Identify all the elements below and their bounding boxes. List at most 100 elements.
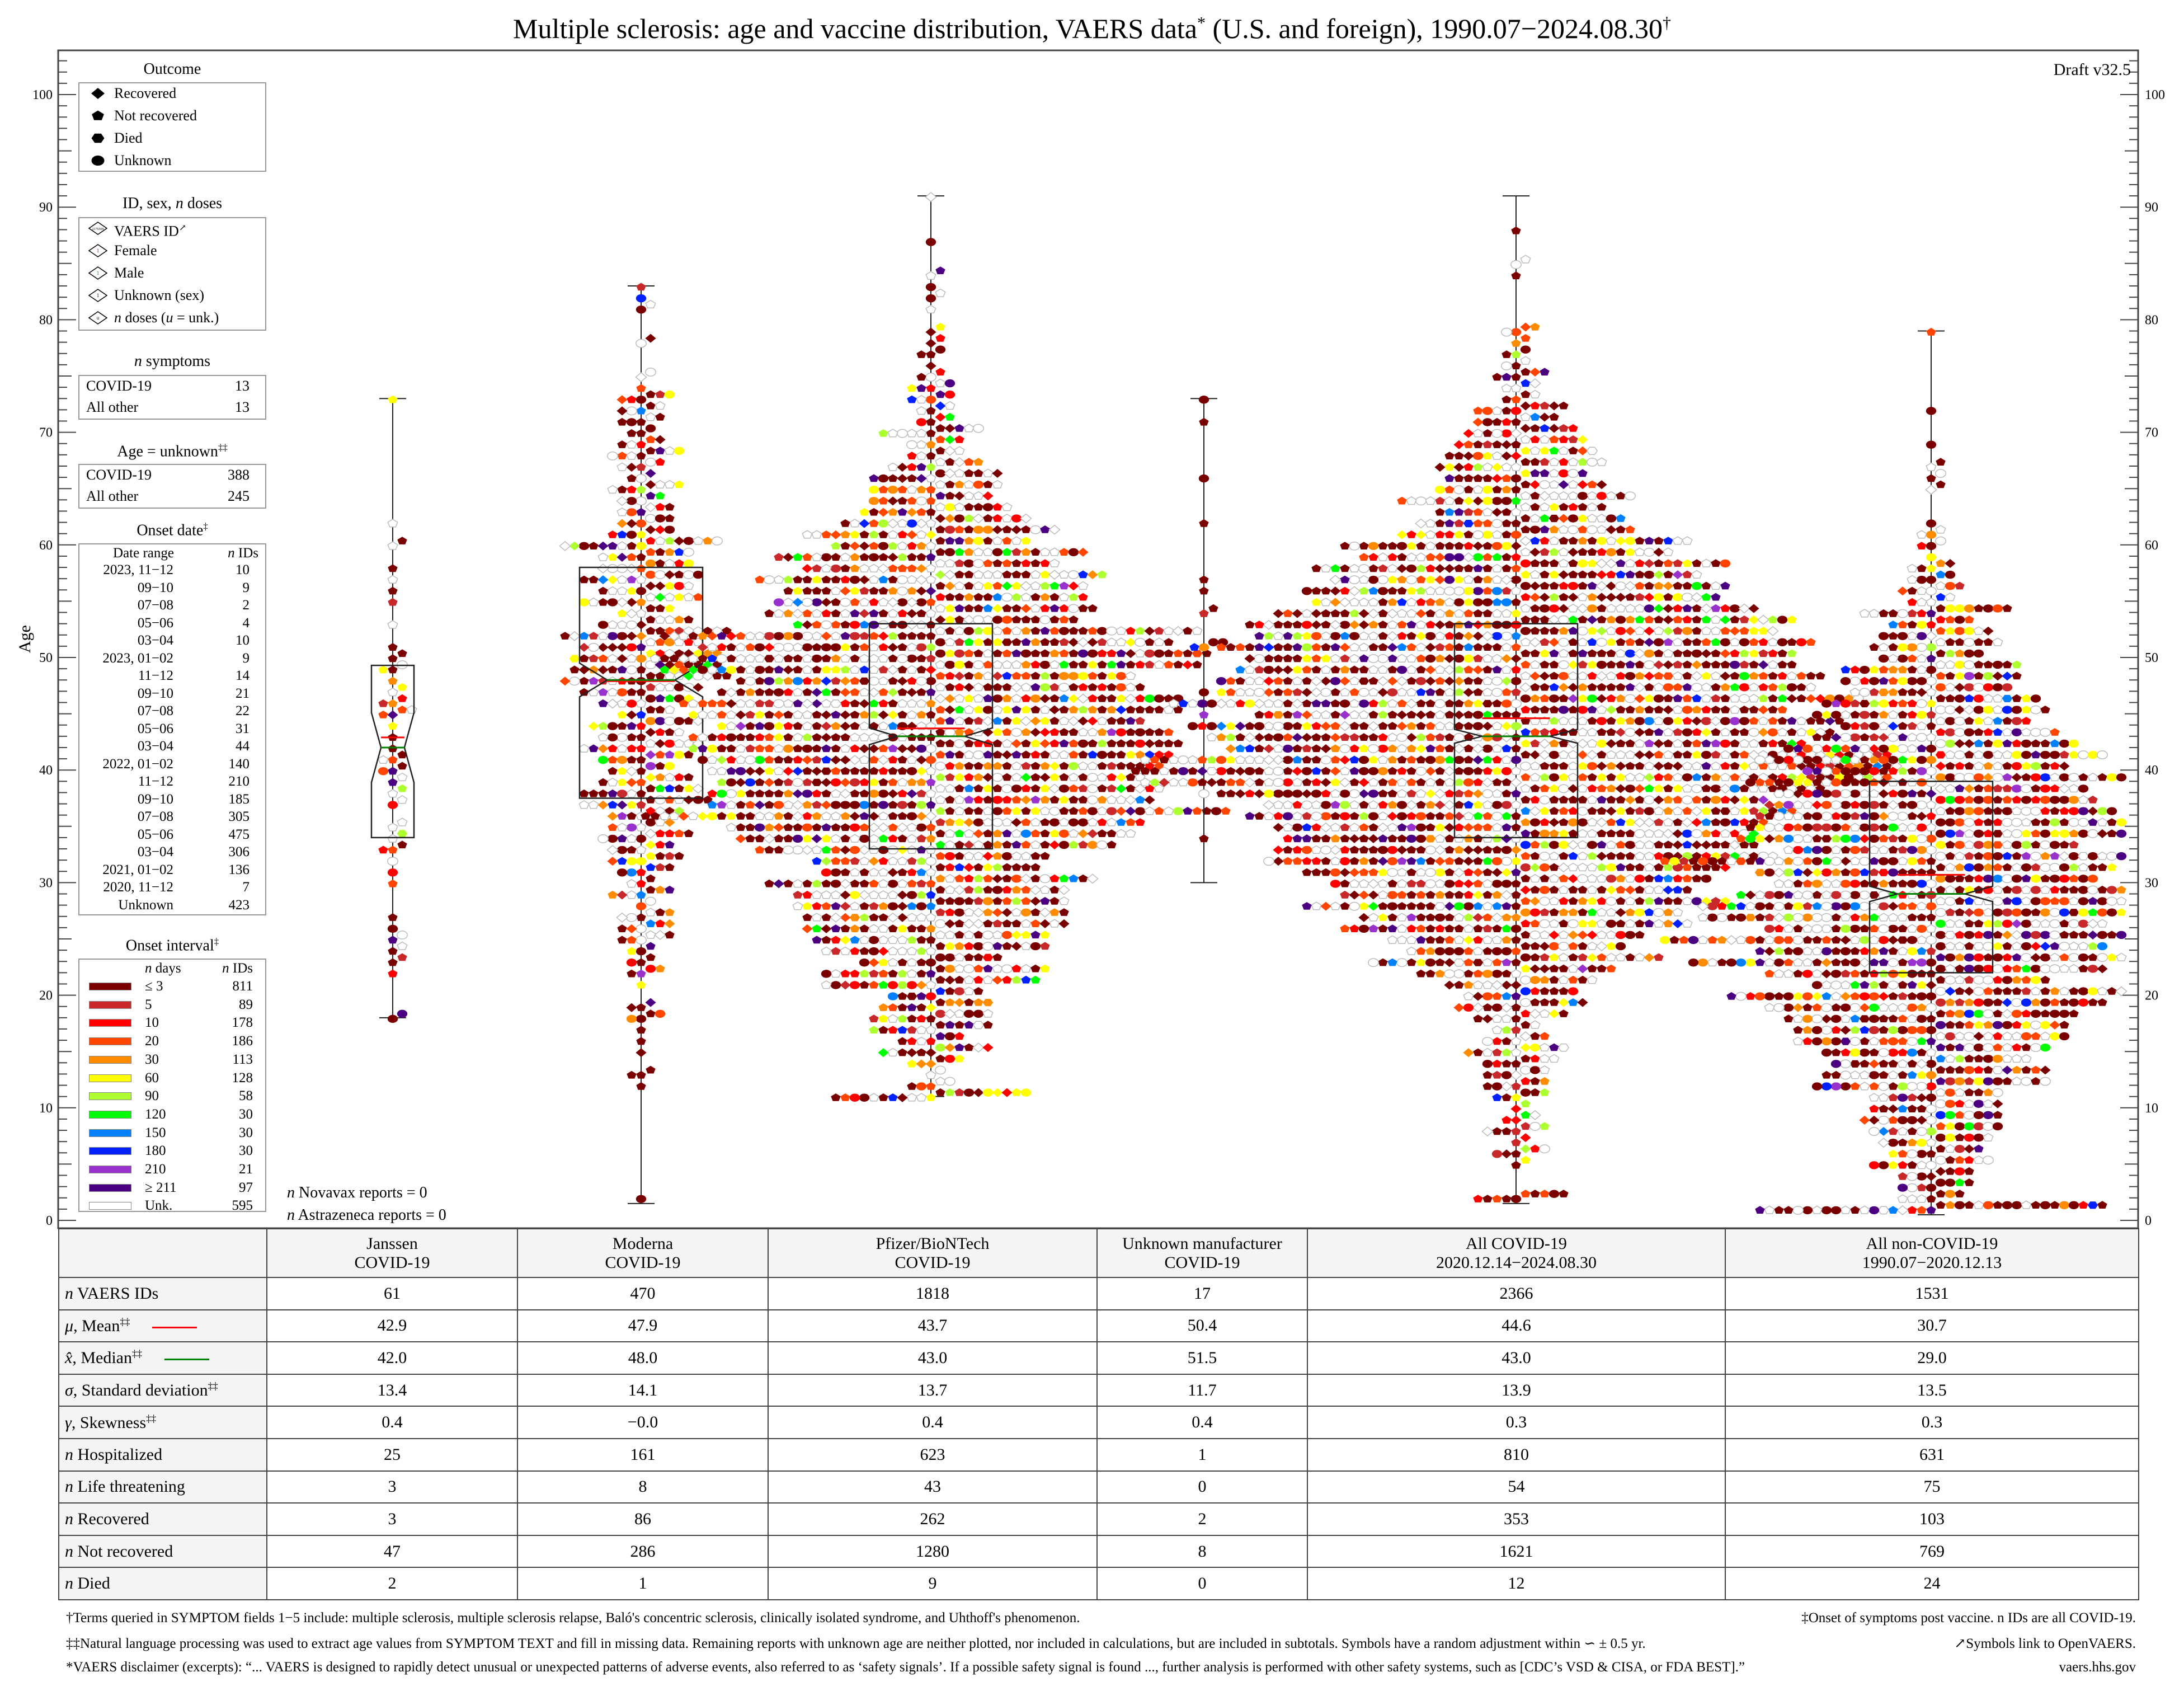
data-point[interactable] <box>897 541 908 550</box>
data-point[interactable] <box>1311 790 1322 798</box>
data-point[interactable] <box>388 722 398 730</box>
data-point[interactable] <box>1521 458 1531 466</box>
data-point[interactable] <box>792 800 804 810</box>
data-point[interactable] <box>992 581 1002 590</box>
data-point[interactable] <box>1491 451 1503 460</box>
data-point[interactable] <box>1653 716 1664 725</box>
data-point[interactable] <box>1283 767 1293 775</box>
data-point[interactable] <box>888 699 898 707</box>
data-point[interactable] <box>1491 935 1503 944</box>
data-point[interactable] <box>1454 575 1464 584</box>
data-point[interactable] <box>1530 942 1540 950</box>
data-point[interactable] <box>1030 638 1041 646</box>
data-point[interactable] <box>1549 581 1559 590</box>
data-point[interactable] <box>1767 761 1778 771</box>
data-point[interactable] <box>1463 980 1474 989</box>
data-point[interactable] <box>1492 699 1502 707</box>
data-point[interactable] <box>1616 638 1626 646</box>
data-point[interactable] <box>1463 688 1474 697</box>
data-point[interactable] <box>954 784 964 792</box>
data-point[interactable] <box>1491 474 1503 483</box>
data-point[interactable] <box>811 778 822 786</box>
data-point[interactable] <box>1587 885 1598 894</box>
data-point[interactable] <box>636 733 646 741</box>
data-point[interactable] <box>589 654 599 663</box>
data-point[interactable] <box>1606 885 1617 895</box>
data-point[interactable] <box>1349 823 1360 831</box>
data-point[interactable] <box>1425 642 1436 652</box>
data-point[interactable] <box>1068 818 1079 826</box>
data-point[interactable] <box>935 581 945 590</box>
data-point[interactable] <box>1339 801 1350 809</box>
data-point[interactable] <box>1595 941 1608 952</box>
data-point[interactable] <box>1472 722 1484 730</box>
data-point[interactable] <box>617 722 627 730</box>
data-point[interactable] <box>1492 1037 1502 1045</box>
data-point[interactable] <box>1145 660 1155 669</box>
data-point[interactable] <box>1510 1104 1522 1114</box>
data-point[interactable] <box>811 598 822 607</box>
data-point[interactable] <box>644 502 657 513</box>
data-point[interactable] <box>868 486 879 494</box>
data-point[interactable] <box>726 812 736 820</box>
data-point[interactable] <box>925 609 936 618</box>
data-point[interactable] <box>793 586 803 595</box>
data-point[interactable] <box>1235 767 1246 776</box>
data-point[interactable] <box>1635 762 1645 770</box>
data-point[interactable] <box>1339 857 1350 866</box>
data-point[interactable] <box>1520 435 1531 444</box>
data-point[interactable] <box>849 981 860 989</box>
data-point[interactable] <box>607 687 618 697</box>
data-point[interactable] <box>712 536 723 546</box>
data-point[interactable] <box>878 710 889 720</box>
data-point[interactable] <box>1559 694 1569 702</box>
data-point[interactable] <box>973 717 983 725</box>
data-point[interactable] <box>387 834 398 843</box>
data-point[interactable] <box>792 710 803 719</box>
data-point[interactable] <box>954 908 965 917</box>
data-point[interactable] <box>1086 873 1099 884</box>
data-point[interactable] <box>597 665 609 675</box>
data-point[interactable] <box>1692 795 1702 804</box>
data-point[interactable] <box>1087 840 1098 849</box>
data-point[interactable] <box>1021 762 1031 770</box>
data-point[interactable] <box>1416 564 1426 572</box>
data-point[interactable] <box>1673 874 1683 882</box>
data-point[interactable] <box>665 604 675 612</box>
data-point[interactable] <box>736 801 746 809</box>
data-point[interactable] <box>1540 514 1550 522</box>
data-point[interactable] <box>616 552 628 562</box>
data-point[interactable] <box>812 733 822 741</box>
data-point[interactable] <box>1616 919 1626 927</box>
data-point[interactable] <box>717 722 727 730</box>
data-point[interactable] <box>1254 778 1264 786</box>
data-point[interactable] <box>1434 462 1446 472</box>
data-point[interactable] <box>1529 547 1541 557</box>
data-point[interactable] <box>1126 627 1136 635</box>
data-point[interactable] <box>1539 480 1550 490</box>
data-point[interactable] <box>1616 818 1626 826</box>
data-point[interactable] <box>1758 660 1769 670</box>
data-point[interactable] <box>1135 750 1145 759</box>
data-point[interactable] <box>1481 1126 1494 1137</box>
data-point[interactable] <box>1406 789 1416 797</box>
data-point[interactable] <box>1368 631 1379 640</box>
data-point[interactable] <box>1088 660 1098 669</box>
data-point[interactable] <box>1463 621 1474 628</box>
data-point[interactable] <box>1511 868 1521 876</box>
data-point[interactable] <box>1529 581 1541 591</box>
data-point[interactable] <box>935 1065 946 1075</box>
data-point[interactable] <box>1199 609 1209 617</box>
data-point[interactable] <box>964 885 974 894</box>
data-point[interactable] <box>1020 964 1032 973</box>
data-point[interactable] <box>726 733 737 742</box>
data-point[interactable] <box>1235 687 1246 697</box>
data-point[interactable] <box>707 733 717 741</box>
data-point[interactable] <box>646 1009 656 1017</box>
data-point[interactable] <box>1144 626 1155 636</box>
data-point[interactable] <box>1757 614 1769 625</box>
data-point[interactable] <box>1254 621 1264 628</box>
data-point[interactable] <box>1587 480 1597 488</box>
data-point[interactable] <box>1199 519 1209 527</box>
data-point[interactable] <box>1340 834 1350 843</box>
